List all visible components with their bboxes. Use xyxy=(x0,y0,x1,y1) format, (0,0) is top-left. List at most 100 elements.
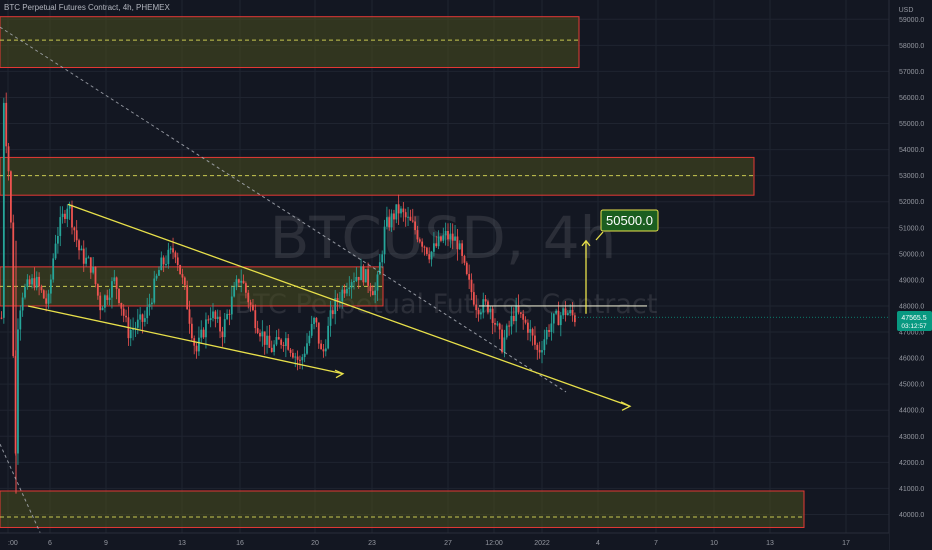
candle-body xyxy=(531,329,534,336)
candle-body xyxy=(472,292,475,305)
x-tick-label: 4 xyxy=(596,540,600,547)
candle-body xyxy=(99,295,102,311)
candle-body xyxy=(54,243,57,259)
candle-body xyxy=(381,254,384,263)
candle-body xyxy=(395,204,398,220)
candle-body xyxy=(369,285,372,292)
wedge-lower-line xyxy=(27,305,344,375)
candle-body xyxy=(106,295,109,300)
candle-body xyxy=(494,323,496,325)
candle-body xyxy=(12,222,15,357)
candle-body xyxy=(517,305,520,313)
candle-body xyxy=(376,274,379,291)
candle-body xyxy=(574,315,576,323)
y-tick-label: 43000.0 xyxy=(899,434,924,441)
y-tick-label: 41000.0 xyxy=(899,486,924,493)
y-tick-label: 56000.0 xyxy=(899,95,924,102)
symbol-header: BTC Perpetual Futures Contract, 4h, PHEM… xyxy=(4,3,170,12)
candle-body xyxy=(221,331,224,338)
time-axis-bg xyxy=(0,533,889,550)
candle-body xyxy=(536,344,539,350)
candle-body xyxy=(484,299,487,302)
candle-body xyxy=(552,313,555,324)
candle-body xyxy=(308,335,311,344)
candle-body xyxy=(545,330,548,340)
candle-body xyxy=(174,252,177,258)
candle-body xyxy=(294,356,297,358)
candle-body xyxy=(200,329,203,338)
candle-body xyxy=(68,204,71,209)
candle-body xyxy=(216,316,219,320)
candle-body xyxy=(158,270,160,276)
candle-body xyxy=(139,314,142,320)
candle-body xyxy=(524,319,527,323)
candle-body xyxy=(498,323,501,330)
candle-body xyxy=(320,343,322,350)
candle-body xyxy=(393,213,395,220)
candle-body xyxy=(348,287,351,289)
candle-body xyxy=(331,310,334,315)
candle-body xyxy=(444,230,447,236)
target-label-pointer xyxy=(595,231,604,241)
candle-body xyxy=(78,240,80,251)
candle-body xyxy=(252,304,254,311)
candle-body xyxy=(214,311,217,320)
candle-body xyxy=(176,257,179,266)
candle-body xyxy=(223,319,226,338)
candle-body xyxy=(284,338,287,347)
candle-body xyxy=(292,352,294,358)
candle-body xyxy=(146,307,149,319)
candle-body xyxy=(61,213,64,218)
candle-body xyxy=(28,279,31,285)
candle-body xyxy=(151,302,153,305)
candle-body xyxy=(313,317,315,324)
y-tick-label: 51000.0 xyxy=(899,225,924,232)
y-tick-label: 58000.0 xyxy=(899,43,924,50)
candle-body xyxy=(38,276,40,287)
candle-body xyxy=(496,323,499,325)
candle-body xyxy=(433,243,435,252)
candle-body xyxy=(336,298,339,302)
candle-body xyxy=(59,217,62,236)
candle-body xyxy=(75,230,78,241)
x-tick-label: 12:00 xyxy=(485,540,503,547)
candle-body xyxy=(82,248,85,264)
candle-body xyxy=(503,337,506,353)
candle-body xyxy=(519,312,522,314)
candle-body xyxy=(226,313,228,320)
y-tick-label: 55000.0 xyxy=(899,121,924,128)
candle-body xyxy=(449,233,452,240)
candle-body xyxy=(548,330,550,333)
candle-body xyxy=(80,248,83,251)
candle-body xyxy=(198,337,200,352)
y-tick-label: 59000.0 xyxy=(899,17,924,24)
candle-body xyxy=(183,277,186,286)
candle-body xyxy=(87,257,90,259)
candle-body xyxy=(374,290,377,296)
candle-body xyxy=(42,290,45,299)
candle-body xyxy=(306,343,308,354)
candle-body xyxy=(489,308,492,313)
candle-body xyxy=(458,243,461,250)
candle-body xyxy=(501,329,503,353)
candle-body xyxy=(259,332,261,337)
candle-body xyxy=(35,276,38,288)
candle-body xyxy=(111,281,113,298)
candle-body xyxy=(26,279,29,288)
candle-body xyxy=(92,266,95,273)
last-price-label: 47565.5 xyxy=(901,315,926,322)
target-label-text: 50500.0 xyxy=(606,213,653,228)
candle-body xyxy=(529,329,532,333)
candle-body xyxy=(96,284,99,296)
y-tick-label: 46000.0 xyxy=(899,356,924,363)
candle-body xyxy=(508,325,510,327)
price-axis-bg xyxy=(889,0,932,550)
candle-body xyxy=(52,258,55,280)
y-tick-label: 50000.0 xyxy=(899,251,924,258)
x-tick-label: :00 xyxy=(8,540,18,547)
candle-body xyxy=(416,230,419,240)
candle-body xyxy=(324,348,327,352)
candle-body xyxy=(541,350,543,353)
candle-body xyxy=(71,204,73,228)
